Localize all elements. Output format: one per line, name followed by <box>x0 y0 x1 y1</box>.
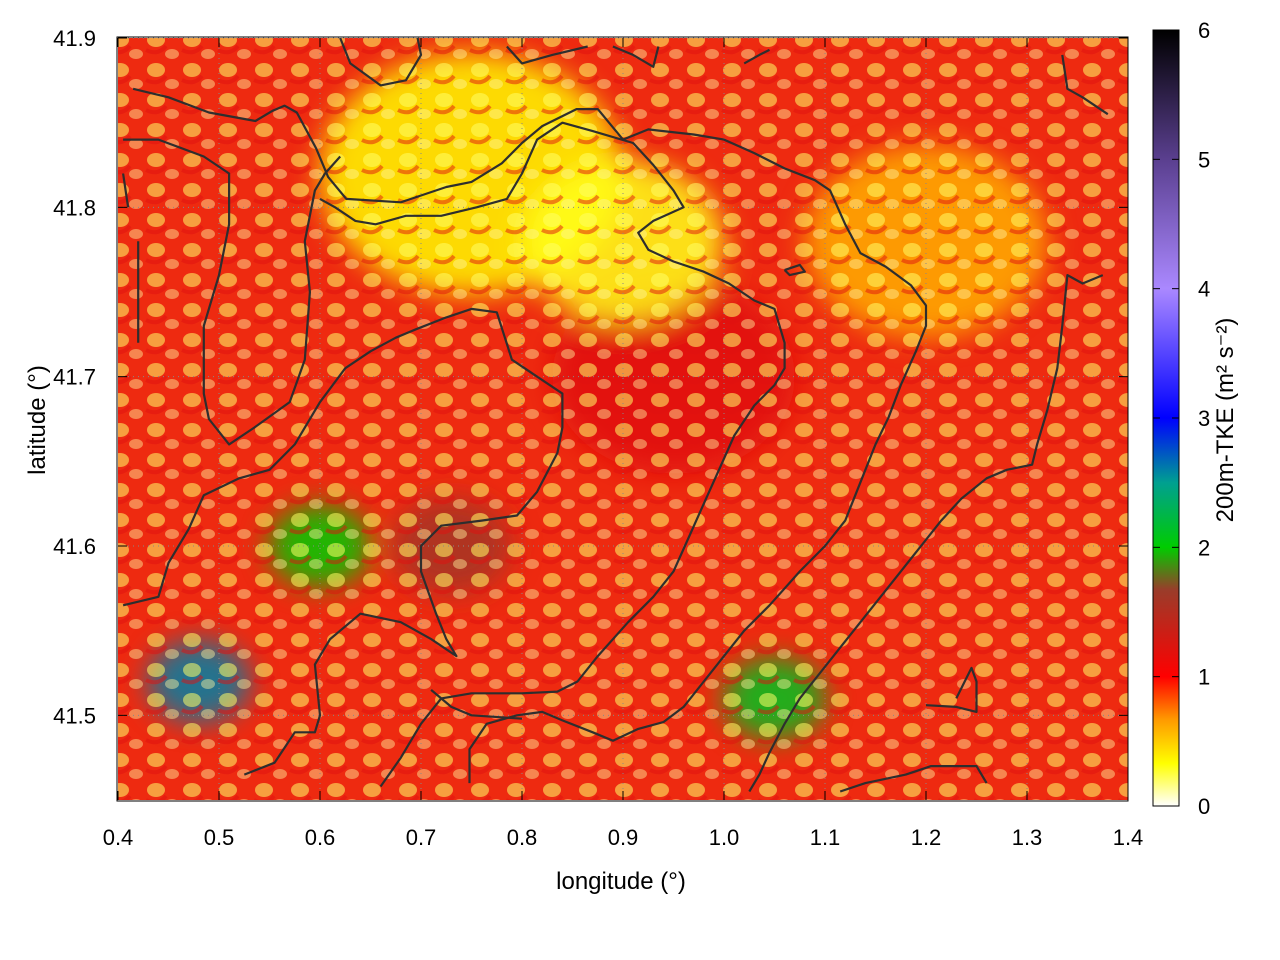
colorbar-tick-label: 0 <box>1198 794 1210 819</box>
y-axis-label: latitude (°) <box>24 365 51 475</box>
x-tick-label: 0.7 <box>406 825 437 850</box>
x-tick-label: 1.1 <box>810 825 841 850</box>
plot-frame <box>116 36 1129 802</box>
y-axis: 41.5 41.6 41.7 41.8 41.9 <box>53 26 1128 728</box>
x-tick-label: 1.3 <box>1012 825 1043 850</box>
contour-line <box>122 173 130 208</box>
y-tick-label: 41.8 <box>53 195 96 220</box>
x-axis: 0.4 0.5 0.6 0.7 0.8 0.9 1.0 1.1 1.2 1.3 1.4 <box>103 38 1144 850</box>
x-tick-label: 1.4 <box>1113 825 1144 850</box>
y-tick-label: 41.9 <box>53 26 96 51</box>
colorbar-tick-label: 6 <box>1198 18 1210 43</box>
colorbar-ticks: 0 1 2 3 4 5 6 <box>1153 18 1210 819</box>
x-tick-label: 1.0 <box>709 825 740 850</box>
colorbar-tick-label: 2 <box>1198 535 1210 560</box>
colorbar-tick-label: 3 <box>1198 406 1210 431</box>
x-tick-label: 0.6 <box>305 825 336 850</box>
colorbar-tick-label: 4 <box>1198 277 1210 302</box>
colorbar-tick-label: 1 <box>1198 665 1210 690</box>
x-axis-label: longitude (°) <box>556 868 686 895</box>
y-tick-label: 41.7 <box>53 365 96 390</box>
contour-line <box>132 87 928 784</box>
contour-line <box>743 48 770 65</box>
colorbar-label: 200m-TKE (m² s⁻²) <box>1212 318 1239 523</box>
y-tick-label: 41.5 <box>53 703 96 728</box>
x-tick-label: 0.9 <box>608 825 639 850</box>
x-tick-label: 0.5 <box>204 825 235 850</box>
contour-line <box>783 263 806 277</box>
plot-area <box>116 36 1129 802</box>
contour-line <box>748 274 1104 793</box>
contour-line <box>319 121 786 788</box>
contour-line <box>430 689 523 720</box>
y-tick-label: 41.6 <box>53 534 96 559</box>
contour-line <box>123 138 342 446</box>
contour-line <box>122 307 564 776</box>
contour-line <box>612 45 660 68</box>
contour-line <box>506 45 588 65</box>
x-tick-label: 1.2 <box>911 825 942 850</box>
x-tick-label: 0.4 <box>103 825 134 850</box>
contour-line <box>339 38 423 87</box>
contour-line <box>925 666 978 713</box>
contour-line <box>839 765 988 793</box>
contour-line <box>1061 54 1109 116</box>
colorbar-tick-label: 5 <box>1198 147 1210 172</box>
x-tick-label: 0.8 <box>507 825 538 850</box>
colorbar: 0 1 2 3 4 5 6 200m-TKE (m² s⁻²) <box>1152 18 1239 819</box>
terrain-contours <box>122 38 1109 793</box>
